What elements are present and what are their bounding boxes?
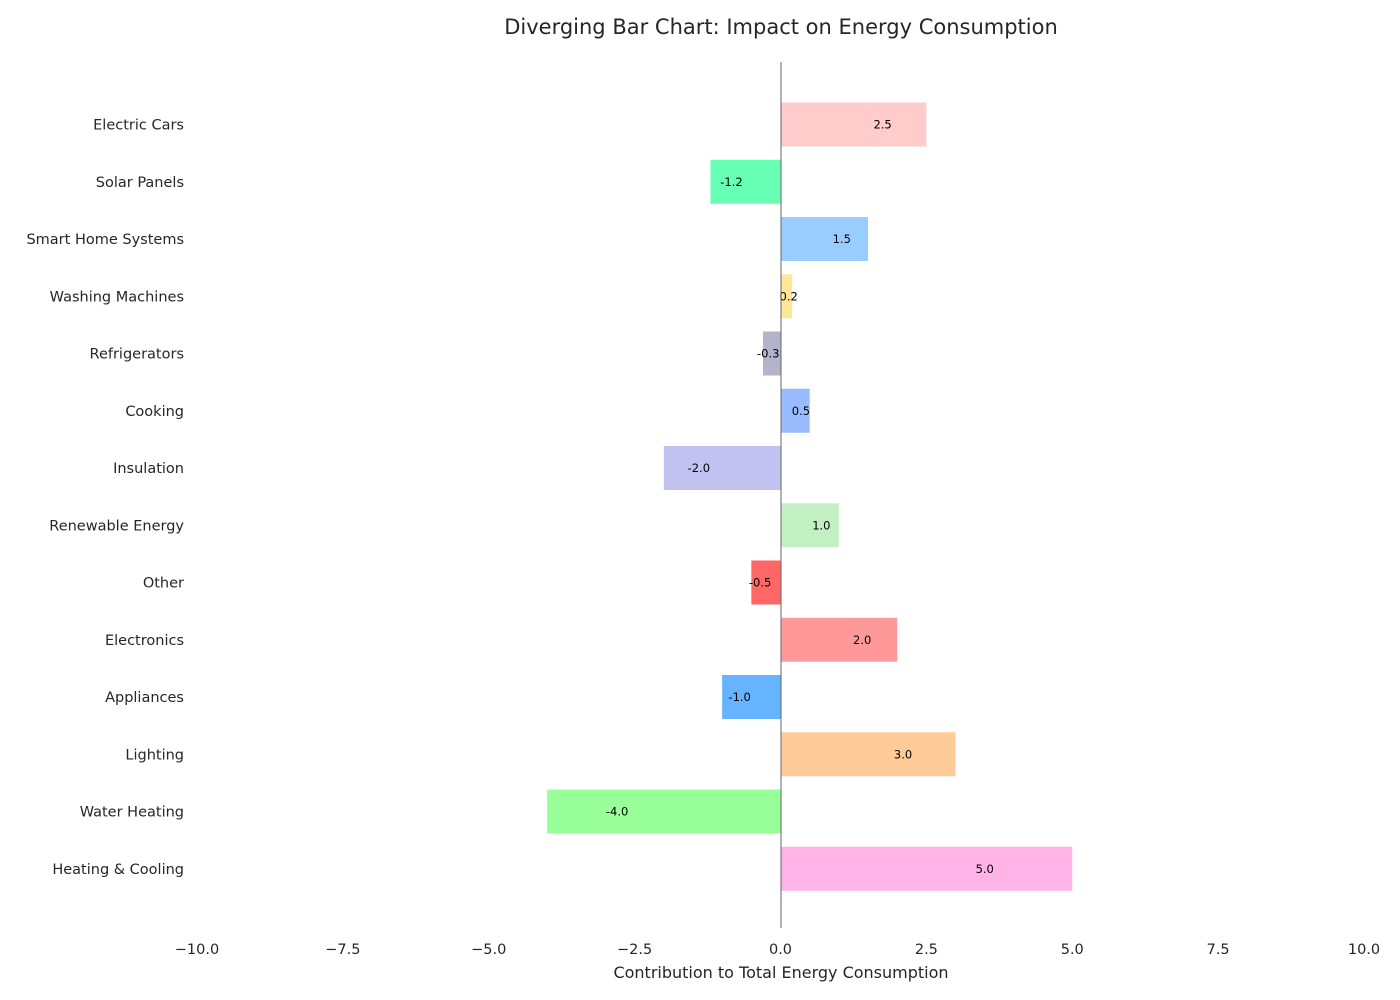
y-label-renewable-energy: Renewable Energy [49, 518, 184, 534]
x-axis-tick-labels: −10.0 −7.5 −5.0 −2.5 0.0 2.5 5.0 7.5 10.0 [175, 942, 1380, 958]
y-label-solar-panels: Solar Panels [96, 175, 184, 191]
data-label-other: -0.5 [749, 576, 771, 590]
y-label-electric-cars: Electric Cars [93, 118, 184, 134]
y-label-insulation: Insulation [113, 461, 184, 477]
data-label-smart-home-systems: 1.5 [833, 232, 851, 246]
bar-washing-machines [780, 274, 793, 319]
data-label-solar-panels: -1.2 [720, 175, 742, 189]
x-tick-label: 7.5 [1207, 942, 1230, 958]
y-label-other: Other [143, 576, 184, 592]
y-label-smart-home-systems: Smart Home Systems [26, 232, 184, 248]
chart-title: Diverging Bar Chart: Impact on Energy Co… [504, 15, 1058, 39]
data-label-lighting: 3.0 [894, 747, 912, 761]
x-tick-label: −10.0 [175, 942, 219, 958]
y-label-appliances: Appliances [105, 690, 184, 706]
y-label-electronics: Electronics [105, 633, 184, 649]
x-tick-label: 2.5 [915, 942, 938, 958]
bar-refrigerators [762, 331, 781, 376]
x-tick-label: 0.0 [769, 942, 792, 958]
bar-solar-panels [710, 159, 781, 204]
bar-smart-home-systems [780, 217, 869, 261]
data-label-appliances: -1.0 [728, 690, 750, 704]
x-axis-label: Contribution to Total Energy Consumption [613, 963, 948, 982]
data-label-refrigerators: -0.3 [757, 347, 779, 361]
y-label-lighting: Lighting [125, 747, 184, 763]
bar-heating-and-cooling [780, 846, 1073, 891]
data-label-washing-machines: 0.2 [780, 289, 798, 303]
y-label-cooking: Cooking [125, 404, 184, 420]
y-label-heating-and-cooling: Heating & Cooling [52, 862, 184, 878]
bar-insulation [663, 446, 781, 490]
bar-other [751, 560, 781, 605]
bar-water-heating [547, 789, 781, 834]
x-tick-label: 10.0 [1348, 942, 1380, 958]
data-label-water-heating: -4.0 [606, 805, 628, 819]
y-label-washing-machines: Washing Machines [50, 289, 184, 305]
data-label-cooking: 0.5 [792, 404, 810, 418]
data-label-electric-cars: 2.5 [873, 118, 891, 132]
y-label-refrigerators: Refrigerators [90, 347, 184, 363]
bar-electronics [780, 617, 898, 662]
bar-appliances [722, 675, 781, 719]
data-label-electronics: 2.0 [853, 633, 871, 647]
x-tick-label: −2.5 [617, 942, 652, 958]
x-tick-label: 5.0 [1061, 942, 1084, 958]
bar-renewable-energy [780, 503, 839, 548]
bar-lighting [780, 732, 956, 777]
y-axis-labels: Electric Cars Solar Panels Smart Home Syst… [26, 118, 184, 878]
bar-cooking [780, 388, 810, 433]
data-label-heating-and-cooling: 5.0 [976, 862, 994, 876]
x-tick-label: −5.0 [471, 942, 506, 958]
y-label-water-heating: Water Heating [80, 805, 184, 821]
bars-group [547, 102, 1073, 891]
data-label-renewable-energy: 1.0 [812, 518, 830, 532]
data-labels-group: 2.5 -1.2 1.5 0.2 -0.3 0.5 -2.0 1.0 -0.5 2.0 -1.0 3.… [606, 118, 994, 876]
x-tick-label: −7.5 [325, 942, 360, 958]
bar-electric-cars [780, 102, 927, 147]
data-label-insulation: -2.0 [688, 461, 710, 475]
